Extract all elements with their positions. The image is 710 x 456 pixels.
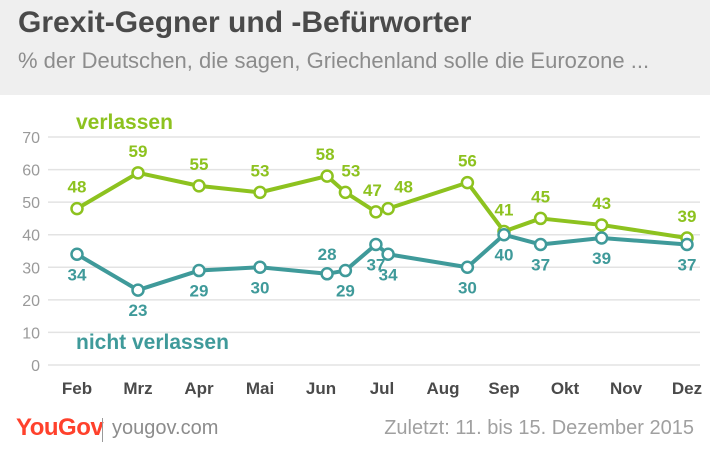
x-tick-label: Mai xyxy=(246,379,274,398)
data-point xyxy=(131,283,145,297)
data-point xyxy=(253,185,267,200)
data-label: 48 xyxy=(394,178,413,197)
data-label: 47 xyxy=(363,181,382,200)
x-tick-label: Okt xyxy=(551,379,580,398)
data-label: 34 xyxy=(379,265,398,284)
data-point xyxy=(497,227,511,242)
data-label: 29 xyxy=(190,282,209,301)
y-tick-label: 20 xyxy=(22,293,40,310)
data-point xyxy=(381,247,395,262)
x-tick-label: Dez xyxy=(672,379,702,398)
data-label: 55 xyxy=(190,155,209,174)
data-label: 23 xyxy=(129,301,148,320)
x-tick-label: Sep xyxy=(488,379,519,398)
data-point xyxy=(192,263,206,278)
data-label: 28 xyxy=(318,245,337,264)
data-label: 41 xyxy=(495,200,514,219)
data-label: 30 xyxy=(251,278,270,297)
data-point xyxy=(369,205,383,219)
data-label: 58 xyxy=(316,145,335,164)
x-tick-label: Jul xyxy=(370,379,395,398)
data-label: 43 xyxy=(592,194,611,213)
footer-url: yougov.com xyxy=(112,417,219,439)
y-tick-label: 40 xyxy=(22,228,40,245)
data-label: 37 xyxy=(678,255,697,274)
data-label: 39 xyxy=(592,249,611,268)
chart-subtitle: % der Deutschen, die sagen, Griechenland… xyxy=(18,48,650,73)
data-label: 37 xyxy=(366,255,385,274)
data-label: 45 xyxy=(531,187,550,206)
data-point xyxy=(594,218,609,232)
data-point xyxy=(320,169,334,183)
data-point xyxy=(533,211,548,226)
data-label: 30 xyxy=(458,278,477,297)
footer-divider xyxy=(102,418,103,442)
data-label: 29 xyxy=(336,282,355,301)
x-tick-label: Mrz xyxy=(123,379,152,398)
x-tick-label: Nov xyxy=(610,379,643,398)
y-tick-label: 60 xyxy=(22,163,40,180)
data-point xyxy=(381,201,395,216)
data-point xyxy=(338,185,353,200)
data-point xyxy=(369,237,383,252)
y-tick-label: 70 xyxy=(22,130,40,147)
data-label: 56 xyxy=(458,152,477,171)
data-point xyxy=(70,247,84,262)
y-tick-label: 0 xyxy=(31,358,40,375)
data-point xyxy=(253,260,267,275)
data-point xyxy=(338,263,353,278)
header-band: Grexit-Gegner und -Befürworter % der Deu… xyxy=(0,0,710,95)
series-name-verlassen: verlassen xyxy=(76,111,173,134)
data-point xyxy=(680,237,694,252)
data-point xyxy=(192,179,206,193)
data-label: 59 xyxy=(129,142,148,161)
x-tick-label: Jun xyxy=(306,379,336,398)
data-point xyxy=(131,166,145,180)
footer-date: Zuletzt: 11. bis 15. Dezember 2015 xyxy=(384,417,694,439)
data-point xyxy=(460,260,475,275)
series-name-nicht-verlassen: nicht verlassen xyxy=(76,331,229,354)
data-label: 39 xyxy=(678,207,697,226)
data-point xyxy=(70,201,84,216)
data-label: 40 xyxy=(495,246,514,265)
data-point xyxy=(460,175,475,190)
line-chart: 0 10 20 30 40 50 60 70 Feb Mrz Apr Mai Jun Jul Aug Sep O… xyxy=(22,111,702,398)
data-label: 34 xyxy=(68,265,87,284)
chart-title: Grexit-Gegner und -Befürworter xyxy=(18,6,472,39)
data-point xyxy=(320,267,334,281)
data-point xyxy=(594,231,609,245)
y-tick-label: 50 xyxy=(22,195,40,212)
y-tick-label: 10 xyxy=(22,325,40,342)
data-label: 53 xyxy=(341,161,360,180)
x-tick-label: Feb xyxy=(62,379,92,398)
x-tick-label: Apr xyxy=(184,379,214,398)
data-label: 48 xyxy=(68,178,87,197)
data-point xyxy=(533,237,548,252)
y-tick-label: 30 xyxy=(22,260,40,277)
data-label: 37 xyxy=(531,255,550,274)
data-label: 53 xyxy=(251,161,270,180)
x-tick-label: Aug xyxy=(426,379,459,398)
yougov-logo: YouGov xyxy=(16,414,104,441)
